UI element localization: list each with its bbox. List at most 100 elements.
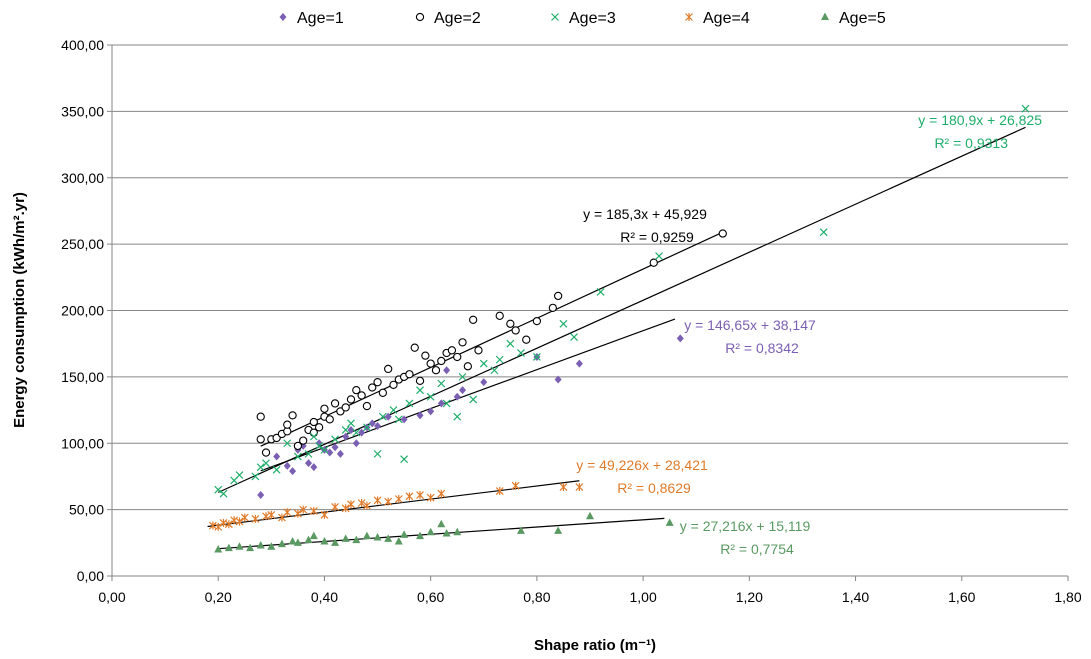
- data-point: [256, 435, 265, 444]
- data-point: [347, 425, 355, 434]
- data-point: [267, 510, 276, 519]
- data-point: [214, 522, 223, 531]
- data-point: [326, 448, 334, 457]
- data-point: [368, 419, 376, 428]
- data-point: [310, 463, 318, 472]
- data-point: [320, 404, 329, 413]
- data-point: [575, 483, 584, 492]
- data-point: [394, 536, 403, 545]
- data-point: [272, 465, 281, 474]
- trend-r2-age-5: R² = 0,7754: [720, 541, 794, 557]
- data-point: [384, 364, 393, 374]
- data-point: [570, 333, 578, 341]
- x-tick-label: 1,80: [1054, 589, 1081, 605]
- data-point: [235, 517, 244, 526]
- trend-equation-age-2: y = 185,3x + 45,929: [583, 206, 707, 222]
- data-point: [262, 512, 270, 521]
- data-point: [437, 489, 446, 498]
- data-point: [289, 467, 297, 476]
- data-point: [453, 412, 462, 421]
- trend-r2-age-2: R² = 0,9259: [620, 229, 694, 245]
- data-point: [490, 366, 499, 375]
- data-point: [251, 472, 260, 481]
- data-point: [362, 531, 371, 540]
- data-point: [463, 362, 472, 371]
- data-point: [479, 359, 488, 368]
- data-point: [357, 391, 366, 400]
- trend-r2-age-4: R² = 0,8629: [617, 480, 691, 496]
- data-point: [676, 334, 684, 343]
- data-point: [665, 518, 674, 526]
- data-point: [506, 319, 515, 328]
- data-point: [256, 463, 265, 472]
- data-point: [495, 311, 504, 320]
- y-tick-label: 400,00: [61, 37, 104, 53]
- x-axis-title: Shape ratio (m⁻¹): [534, 637, 656, 654]
- data-point: [309, 432, 318, 441]
- data-point: [214, 544, 223, 553]
- data-point: [283, 461, 291, 470]
- data-point: [554, 375, 562, 384]
- chart-legend: Age=1 Age=2 Age=3 Age=4 Age=5: [279, 10, 886, 27]
- legend-item-age-4: Age=4: [685, 10, 750, 27]
- data-point: [288, 411, 297, 420]
- data-point: [283, 439, 292, 448]
- data-point: [400, 530, 409, 538]
- data-point: [341, 504, 350, 513]
- data-point: [325, 415, 334, 424]
- data-point: [469, 395, 478, 404]
- trend-r2-age-3: R² = 0,9313: [934, 135, 1008, 151]
- data-point: [363, 423, 371, 432]
- series-age-3: [214, 104, 1030, 498]
- data-point: [469, 315, 478, 324]
- trend-equation-age-1: y = 146,65x + 38,147: [684, 317, 816, 333]
- data-point: [506, 339, 515, 348]
- legend-item-age-5: Age=5: [821, 10, 886, 27]
- data-point: [352, 428, 361, 437]
- data-point: [458, 372, 467, 381]
- data-point: [304, 449, 313, 458]
- y-tick-label: 50,00: [69, 502, 104, 518]
- data-point: [718, 229, 727, 238]
- y-tick-label: 300,00: [61, 170, 104, 186]
- data-point: [235, 471, 244, 480]
- data-point: [357, 498, 366, 507]
- data-point: [309, 531, 318, 540]
- data-point: [257, 491, 265, 500]
- data-point: [516, 526, 525, 534]
- data-point: [410, 343, 419, 352]
- data-point: [480, 378, 488, 387]
- data-point: [304, 535, 313, 544]
- data-point: [273, 452, 281, 461]
- trend-equation-age-3: y = 180,9x + 26,825: [918, 112, 1042, 128]
- data-point: [548, 303, 557, 312]
- axes: 0,00 50,00 100,00 150,00 200,00 250,00 300,00 3…: [61, 37, 1082, 605]
- data-point: [293, 452, 302, 461]
- legend-label: Age=1: [297, 10, 344, 27]
- data-point: [283, 420, 292, 429]
- data-point: [347, 500, 355, 509]
- data-point: [261, 448, 271, 457]
- data-point: [437, 399, 445, 408]
- data-point: [389, 406, 398, 414]
- data-point: [230, 516, 239, 525]
- data-point: [346, 395, 356, 404]
- data-point: [416, 386, 424, 395]
- data-point: [405, 492, 414, 501]
- data-point: [219, 518, 228, 527]
- data-point: [283, 508, 292, 517]
- data-point: [511, 481, 520, 490]
- data-point: [453, 527, 462, 536]
- y-tick-label: 100,00: [61, 435, 104, 451]
- data-point: [586, 511, 594, 520]
- data-point: [415, 376, 425, 386]
- data-point: [400, 455, 409, 464]
- y-tick-label: 0,00: [77, 568, 104, 584]
- data-point: [347, 419, 355, 428]
- series-age-5: [214, 511, 674, 553]
- data-point: [532, 316, 542, 326]
- data-point: [416, 411, 424, 420]
- data-point: [330, 399, 340, 408]
- y-tick-label: 200,00: [61, 303, 104, 319]
- data-point: [293, 538, 302, 546]
